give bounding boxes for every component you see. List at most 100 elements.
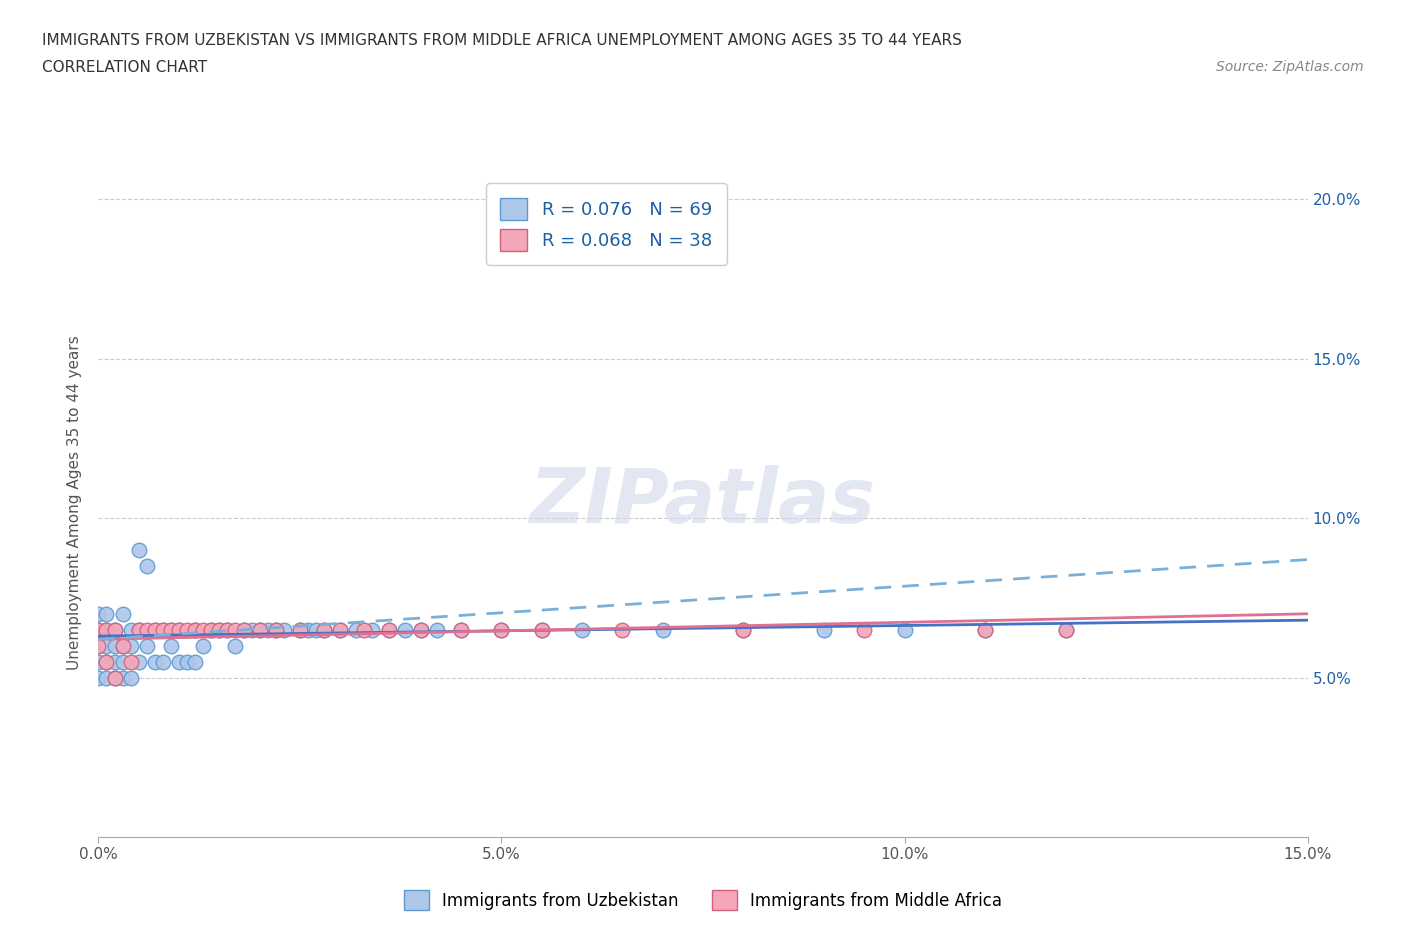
Point [128,622,150,637]
Point [491,622,513,637]
Point [224,622,246,637]
Point [232,622,254,637]
Point [160,622,183,637]
Point [111,671,134,685]
Point [96,606,118,621]
Point [184,622,207,637]
Point [193,622,215,637]
Point [394,622,416,637]
Point [135,622,157,637]
Point [167,622,190,637]
Point [329,622,352,637]
Point [1054,622,1077,637]
Point [208,622,231,637]
Point [193,638,215,653]
Point [135,638,157,653]
Point [143,622,166,637]
Point [314,622,336,637]
Point [651,622,673,637]
Point [160,638,183,653]
Text: IMMIGRANTS FROM UZBEKISTAN VS IMMIGRANTS FROM MIDDLE AFRICA UNEMPLOYMENT AMONG A: IMMIGRANTS FROM UZBEKISTAN VS IMMIGRANTS… [42,33,962,47]
Point [103,671,125,685]
Point [176,622,198,637]
Point [361,622,384,637]
Point [232,622,254,637]
Point [152,622,174,637]
Point [264,622,287,637]
Point [974,622,997,637]
Point [120,654,142,669]
Point [733,622,755,637]
Point [96,671,118,685]
Point [184,622,207,637]
Point [87,638,110,653]
Point [249,622,271,637]
Point [103,654,125,669]
Point [612,622,634,637]
Point [111,654,134,669]
Point [111,606,134,621]
Point [128,542,150,557]
Point [87,606,110,621]
Point [128,622,150,637]
Point [120,671,142,685]
Point [143,622,166,637]
Point [96,638,118,653]
Point [297,622,319,637]
Point [377,622,399,637]
Point [353,622,375,637]
Point [329,622,352,637]
Point [87,654,110,669]
Point [160,622,183,637]
Point [143,654,166,669]
Point [184,654,207,669]
Point [344,622,367,637]
Point [87,671,110,685]
Point [273,622,295,637]
Point [240,622,263,637]
Point [103,622,125,637]
Point [120,622,142,637]
Point [409,622,432,637]
Text: ZIPatlas: ZIPatlas [530,465,876,539]
Point [152,622,174,637]
Point [167,654,190,669]
Point [288,622,311,637]
Point [120,638,142,653]
Point [264,622,287,637]
Point [491,622,513,637]
Point [893,622,915,637]
Point [176,654,198,669]
Point [426,622,449,637]
Point [530,622,553,637]
Point [103,671,125,685]
Point [249,622,271,637]
Point [103,622,125,637]
Point [853,622,876,637]
Point [167,622,190,637]
Point [200,622,222,637]
Point [1054,622,1077,637]
Point [733,622,755,637]
Point [409,622,432,637]
Point [111,638,134,653]
Point [217,622,239,637]
Y-axis label: Unemployment Among Ages 35 to 44 years: Unemployment Among Ages 35 to 44 years [67,335,83,670]
Point [256,622,278,637]
Point [152,654,174,669]
Point [305,622,328,637]
Point [208,622,231,637]
Text: Source: ZipAtlas.com: Source: ZipAtlas.com [1216,60,1364,74]
Point [377,622,399,637]
Point [111,638,134,653]
Point [87,622,110,637]
Point [128,654,150,669]
Point [571,622,593,637]
Point [314,622,336,637]
Point [450,622,472,637]
Point [530,622,553,637]
Point [224,638,246,653]
Point [96,654,118,669]
Point [96,622,118,637]
Point [87,638,110,653]
